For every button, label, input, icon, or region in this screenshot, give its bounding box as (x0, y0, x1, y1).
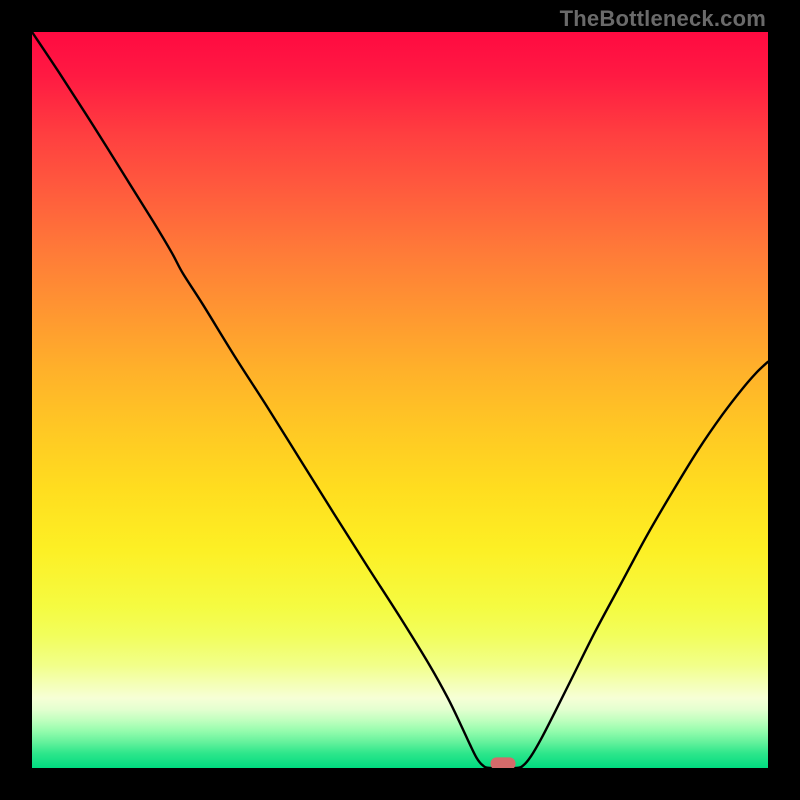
chart-frame: TheBottleneck.com (0, 0, 800, 800)
attribution-text: TheBottleneck.com (560, 6, 766, 32)
chart-svg (32, 32, 768, 768)
gradient-background (32, 32, 768, 768)
optimum-marker (491, 757, 516, 768)
plot-area (32, 32, 768, 768)
